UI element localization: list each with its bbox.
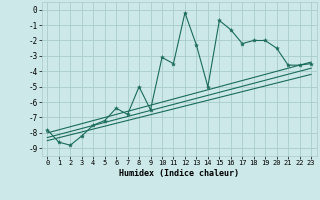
X-axis label: Humidex (Indice chaleur): Humidex (Indice chaleur) <box>119 169 239 178</box>
